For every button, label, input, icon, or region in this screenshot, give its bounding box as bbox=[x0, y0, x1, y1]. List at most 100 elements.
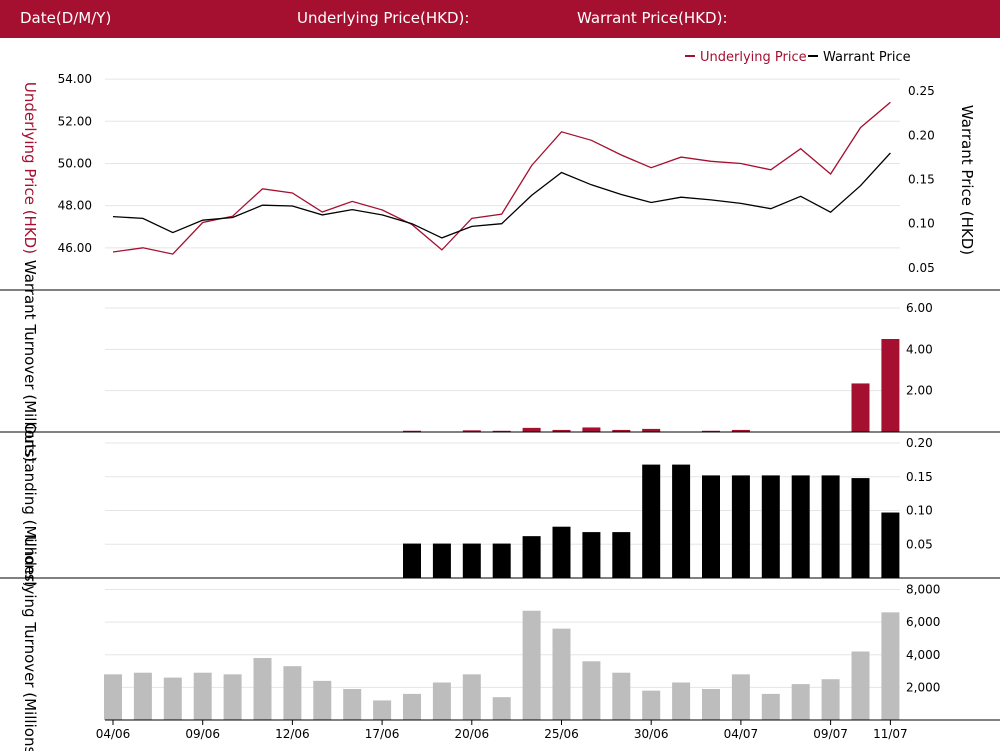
warrant-turnover-axis-title: Warrant Turnover (Millions) bbox=[21, 260, 39, 462]
outstanding-bar bbox=[791, 475, 810, 578]
header-bar: Date(D/M/Y) Underlying Price(HKD): Warra… bbox=[0, 0, 1000, 38]
right-price-tick-label: 0.15 bbox=[908, 173, 935, 187]
warrant-turnover-bar bbox=[522, 427, 541, 432]
outstanding-bar bbox=[881, 512, 900, 578]
underlying-turnover-bar bbox=[702, 689, 720, 720]
bar-panel-tick-label: 6.00 bbox=[906, 301, 933, 315]
underlying-turnover-bar bbox=[313, 680, 332, 720]
warrant-turnover-bar bbox=[881, 339, 900, 432]
x-axis-tick-label: 25/06 bbox=[544, 727, 579, 741]
legend-underlying-price: Underlying Price bbox=[700, 50, 807, 65]
outstanding-bar bbox=[702, 475, 720, 578]
underlying-turnover-bar bbox=[642, 690, 661, 720]
warrant-turnover-bar bbox=[851, 383, 870, 432]
outstanding-bar bbox=[552, 526, 571, 578]
x-axis-tick-label: 11/07 bbox=[873, 727, 908, 741]
underlying-turnover-bar bbox=[283, 666, 302, 720]
outstanding-bar bbox=[761, 475, 780, 578]
bar-panel-tick-label: 8,000 bbox=[906, 583, 940, 597]
outstanding-bar bbox=[403, 543, 421, 578]
outstanding-bar bbox=[851, 478, 870, 578]
legend: Underlying Price Warrant Price bbox=[685, 50, 911, 65]
underlying-turnover-bar bbox=[104, 674, 122, 720]
warrant-turnover-bar bbox=[462, 430, 481, 432]
bar-panel-tick-label: 6,000 bbox=[906, 615, 940, 629]
left-price-tick-label: 52.00 bbox=[58, 114, 92, 128]
underlying-price-label: Underlying Price(HKD): bbox=[297, 9, 470, 27]
x-axis-tick-label: 17/06 bbox=[365, 727, 400, 741]
underlying-turnover-bar bbox=[791, 684, 810, 720]
underlying-turnover-bar bbox=[163, 677, 182, 720]
underlying-price-line bbox=[112, 101, 891, 255]
legend-warrant-price: Warrant Price bbox=[823, 50, 911, 65]
outstanding-bar bbox=[672, 464, 691, 578]
underlying-turnover-bar bbox=[612, 672, 631, 720]
outstanding-bar bbox=[432, 543, 451, 578]
outstanding-bar bbox=[821, 475, 840, 578]
warrant-turnover-bar bbox=[552, 429, 571, 432]
outstanding-bar bbox=[492, 543, 511, 578]
underlying-turnover-bar bbox=[821, 679, 840, 720]
bar-panel-tick-label: 0.15 bbox=[906, 470, 933, 484]
underlying-turnover-bar bbox=[193, 672, 212, 720]
left-price-tick-label: 46.00 bbox=[58, 241, 92, 255]
bar-panel-tick-label: 4,000 bbox=[906, 648, 940, 662]
bar-panel-tick-label: 2,000 bbox=[906, 680, 940, 694]
underlying-turnover-bar bbox=[133, 672, 152, 720]
x-axis-tick-label: 20/06 bbox=[455, 727, 490, 741]
left-price-tick-label: 48.00 bbox=[58, 199, 92, 213]
warrant-turnover-bar bbox=[731, 429, 750, 432]
outstanding-bar bbox=[731, 475, 750, 578]
right-price-tick-label: 0.05 bbox=[908, 261, 935, 275]
outstanding-bar bbox=[642, 464, 661, 578]
right-price-tick-label: 0.10 bbox=[908, 217, 935, 231]
warrant-chart: 54.00 52.00 50.00 48.00 46.00 0.25 0.20 0.15 0.1… bbox=[0, 50, 1000, 751]
bar-panel-tick-label: 0.10 bbox=[906, 504, 933, 518]
x-axis-tick-label: 04/07 bbox=[724, 727, 759, 741]
bar-panel-tick-label: 0.05 bbox=[906, 537, 933, 551]
underlying-turnover-bar bbox=[731, 674, 750, 720]
warrant-turnover-bar bbox=[403, 430, 421, 432]
underlying-turnover-bar bbox=[373, 700, 392, 720]
left-price-tick-label: 50.00 bbox=[58, 156, 92, 170]
underlying-turnover-bar bbox=[851, 651, 870, 720]
underlying-turnover-bar bbox=[403, 693, 421, 720]
underlying-turnover-bar bbox=[432, 682, 451, 720]
underlying-turnover-bar bbox=[462, 674, 481, 720]
x-axis-tick-label: 30/06 bbox=[634, 727, 669, 741]
x-axis-tick-label: 09/06 bbox=[185, 727, 220, 741]
bar-panel-tick-label: 0.20 bbox=[906, 436, 933, 450]
outstanding-bar bbox=[522, 536, 541, 578]
underlying-turnover-bar bbox=[343, 689, 362, 720]
outstanding-bar bbox=[582, 532, 601, 578]
right-price-tick-label: 0.20 bbox=[908, 128, 935, 142]
underlying-turnover-bar bbox=[223, 674, 242, 720]
underlying-turnover-bar bbox=[672, 682, 691, 720]
underlying-turnover-bar bbox=[761, 693, 780, 720]
warrant-turnover-bar bbox=[702, 430, 720, 432]
date-label: Date(D/M/Y) bbox=[20, 9, 112, 27]
bar-panel-tick-label: 2.00 bbox=[906, 384, 933, 398]
underlying-turnover-axis-title: Underlying Turnover (Millions) bbox=[21, 536, 39, 751]
warrant-turnover-bar bbox=[582, 427, 601, 432]
outstanding-bar bbox=[612, 532, 631, 578]
right-price-tick-label: 0.25 bbox=[908, 84, 935, 98]
x-axis-tick-label: 04/06 bbox=[96, 727, 131, 741]
left-price-tick-label: 54.00 bbox=[58, 72, 92, 86]
outstanding-bar bbox=[462, 543, 481, 578]
x-axis-tick-label: 12/06 bbox=[275, 727, 310, 741]
underlying-price-axis-title: Underlying Price (HKD) bbox=[21, 82, 39, 254]
warrant-price-line bbox=[112, 152, 891, 239]
warrant-price-label: Warrant Price(HKD): bbox=[577, 9, 728, 27]
x-axis-tick-label: 09/07 bbox=[813, 727, 848, 741]
underlying-turnover-bar bbox=[881, 612, 900, 720]
underlying-turnover-bar bbox=[522, 610, 541, 720]
warrant-turnover-bar bbox=[642, 428, 661, 432]
warrant-turnover-bar bbox=[612, 429, 631, 432]
warrant-price-axis-title: Warrant Price (HKD) bbox=[958, 105, 976, 255]
outstanding-axis-title: Outstanding (Millions) bbox=[21, 423, 39, 588]
bar-panel-tick-label: 4.00 bbox=[906, 342, 933, 356]
warrant-turnover-bar bbox=[492, 430, 511, 432]
underlying-turnover-bar bbox=[582, 661, 601, 720]
underlying-turnover-bar bbox=[253, 658, 272, 720]
